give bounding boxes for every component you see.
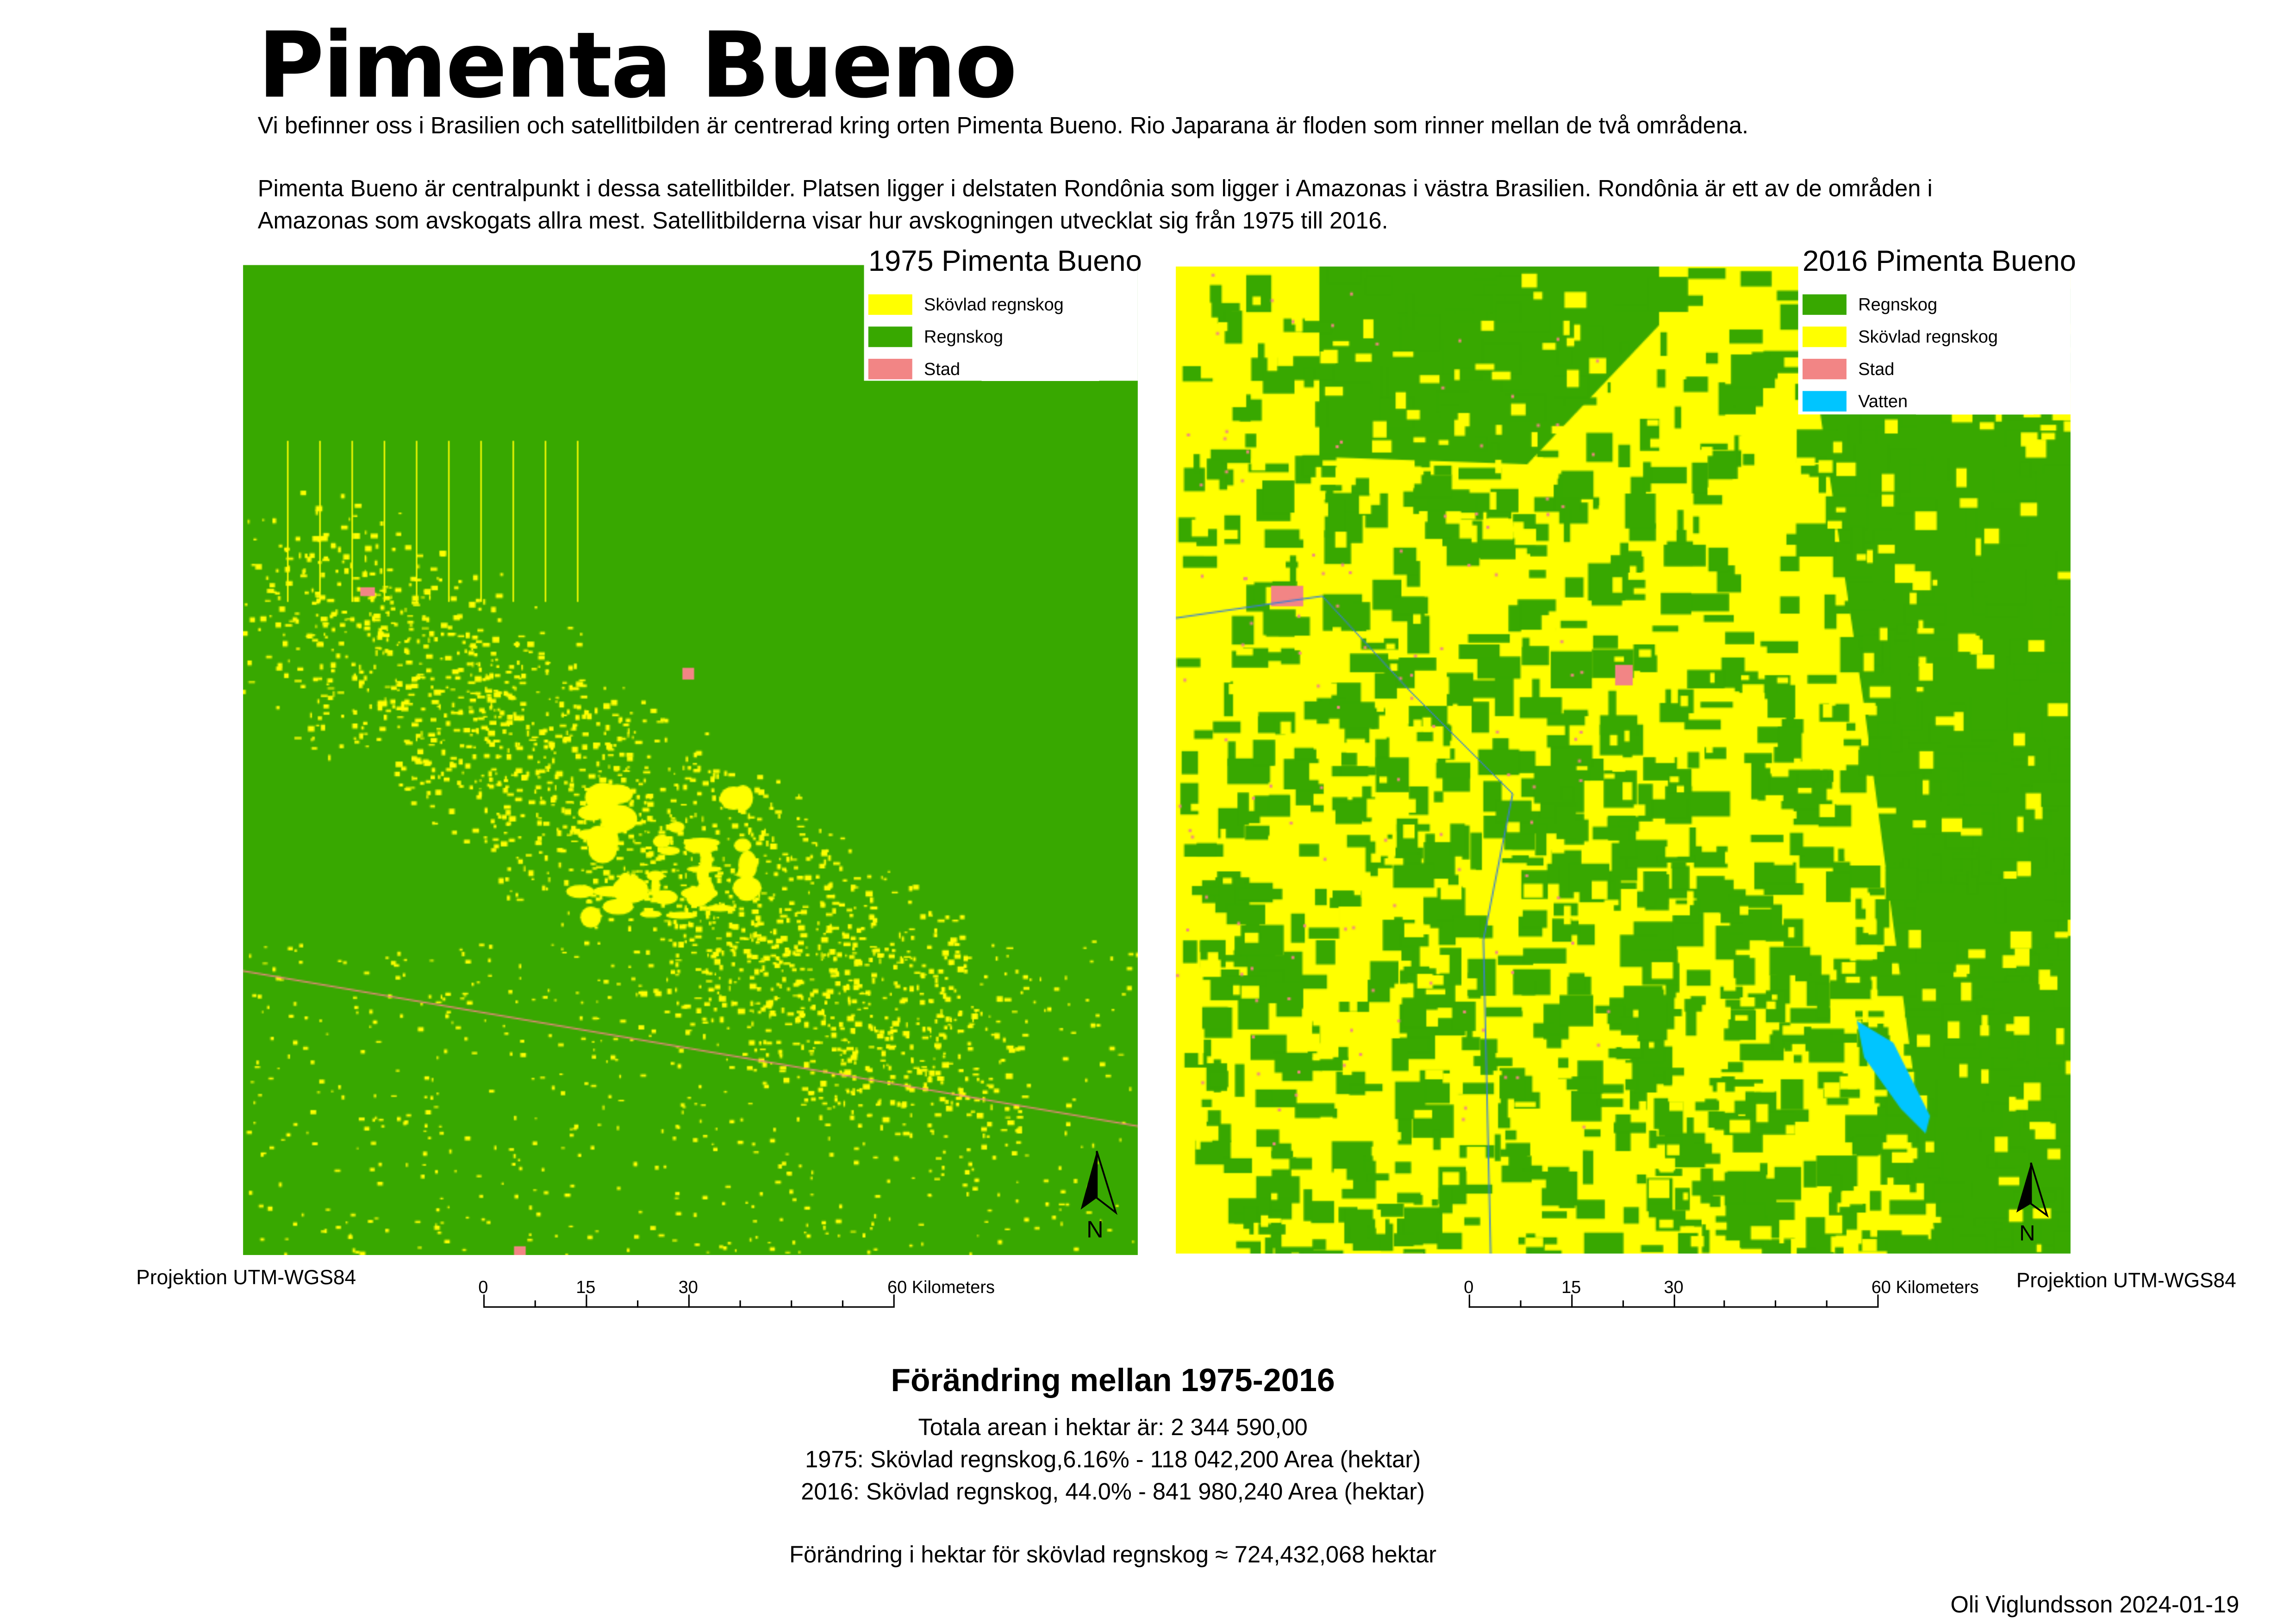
swatch-regnskog: [1803, 294, 1847, 315]
swatch-vatten: [1803, 391, 1847, 412]
projection-2016: Projektion UTM-WGS84: [2016, 1268, 2236, 1292]
legend-label: Stad: [1858, 359, 1895, 380]
swatch-skovlad: [868, 294, 912, 315]
legend-item-skovlad: Skövlad regnskog: [1803, 325, 1998, 349]
scale-label: 30: [1664, 1277, 1684, 1298]
scale-tick: [893, 1294, 895, 1308]
scale-label: 60 Kilometers: [887, 1277, 995, 1298]
map-title-1975: 1975 Pimenta Bueno: [868, 246, 1142, 279]
legend-label: Regnskog: [1858, 294, 1938, 315]
legend-label: Regnskog: [924, 326, 1004, 347]
scale-label: 30: [678, 1277, 698, 1298]
scale-tick: [1622, 1300, 1623, 1308]
scale-tick: [1826, 1300, 1828, 1308]
legend-item-regnskog: Regnskog: [868, 325, 1003, 349]
legend-2016: 2016 Pimenta Bueno Regnskog Skövlad regn…: [1798, 246, 2076, 415]
scale-tick: [1775, 1300, 1777, 1308]
description-line-1: Pimenta Bueno är centralpunkt i dessa sa…: [257, 177, 1933, 202]
north-label: N: [2019, 1221, 2035, 1244]
legend-label: Stad: [924, 359, 961, 380]
scale-tick: [483, 1294, 485, 1308]
map-title-2016: 2016 Pimenta Bueno: [1803, 246, 2076, 279]
page-title: Pimenta Bueno: [257, 12, 1017, 119]
scale-label: 0: [478, 1277, 488, 1298]
scale-tick: [1520, 1300, 1522, 1308]
map-1975: [243, 265, 1138, 1255]
projection-1975: Projektion UTM-WGS84: [136, 1265, 356, 1289]
author-date: Oli Viglundsson 2024-01-19: [1950, 1593, 2240, 1618]
legend-label: Vatten: [1858, 391, 1908, 412]
legend-1975: 1975 Pimenta Bueno Skövlad regnskog Regn…: [864, 246, 1142, 381]
scale-bar-2016: 0 15 30 60 Kilometers: [1464, 1277, 1979, 1321]
north-arrow-icon: N: [2016, 1162, 2049, 1245]
legend-item-stad: Stad: [868, 357, 960, 381]
scale-bar-1975: 0 15 30 60 Kilometers: [478, 1277, 995, 1321]
scale-label: 15: [576, 1277, 596, 1298]
scale-tick: [1571, 1294, 1572, 1308]
legend-item-skovlad: Skövlad regnskog: [868, 293, 1064, 317]
north-label: N: [1086, 1216, 1104, 1242]
scale-label: 15: [1561, 1277, 1581, 1298]
summary-1975: 1975: Skövlad regnskog,6.16% - 118 042,2…: [805, 1448, 1421, 1474]
legend-item-stad: Stad: [1803, 357, 1894, 381]
scale-label: 60 Kilometers: [1871, 1277, 1979, 1298]
scale-tick: [1468, 1294, 1470, 1308]
scale-tick: [1673, 1294, 1675, 1308]
legend-label: Skövlad regnskog: [1858, 326, 1998, 347]
scale-label: 0: [1464, 1277, 1474, 1298]
scale-tick: [586, 1294, 587, 1308]
scale-tick: [637, 1300, 639, 1308]
swatch-stad: [868, 359, 912, 380]
scale-tick: [1877, 1294, 1879, 1308]
description-line-2: Amazonas som avskogats allra mest. Satel…: [257, 209, 1388, 235]
scale-tick: [1724, 1300, 1726, 1308]
swatch-regnskog: [868, 326, 912, 347]
summary-heading: Förändring mellan 1975-2016: [891, 1362, 1335, 1399]
summary-2016: 2016: Skövlad regnskog, 44.0% - 841 980,…: [801, 1480, 1425, 1505]
intro-paragraph: Vi befinner oss i Brasilien och satellit…: [257, 114, 1749, 139]
scale-tick: [791, 1300, 792, 1308]
summary-total: Totala arean i hektar är: 2 344 590,00: [918, 1416, 1308, 1441]
legend-item-vatten: Vatten: [1803, 389, 1908, 413]
map-2016: [1176, 266, 2071, 1254]
scale-tick: [739, 1300, 741, 1308]
north-arrow-icon: N: [1080, 1150, 1118, 1242]
swatch-skovlad: [1803, 326, 1847, 347]
scale-tick: [688, 1294, 690, 1308]
legend-label: Skövlad regnskog: [924, 294, 1064, 315]
scale-tick: [534, 1300, 536, 1308]
legend-item-regnskog: Regnskog: [1803, 293, 1937, 317]
summary-change: Förändring i hektar för skövlad regnskog…: [789, 1543, 1437, 1568]
scale-tick: [842, 1300, 844, 1308]
swatch-stad: [1803, 359, 1847, 380]
